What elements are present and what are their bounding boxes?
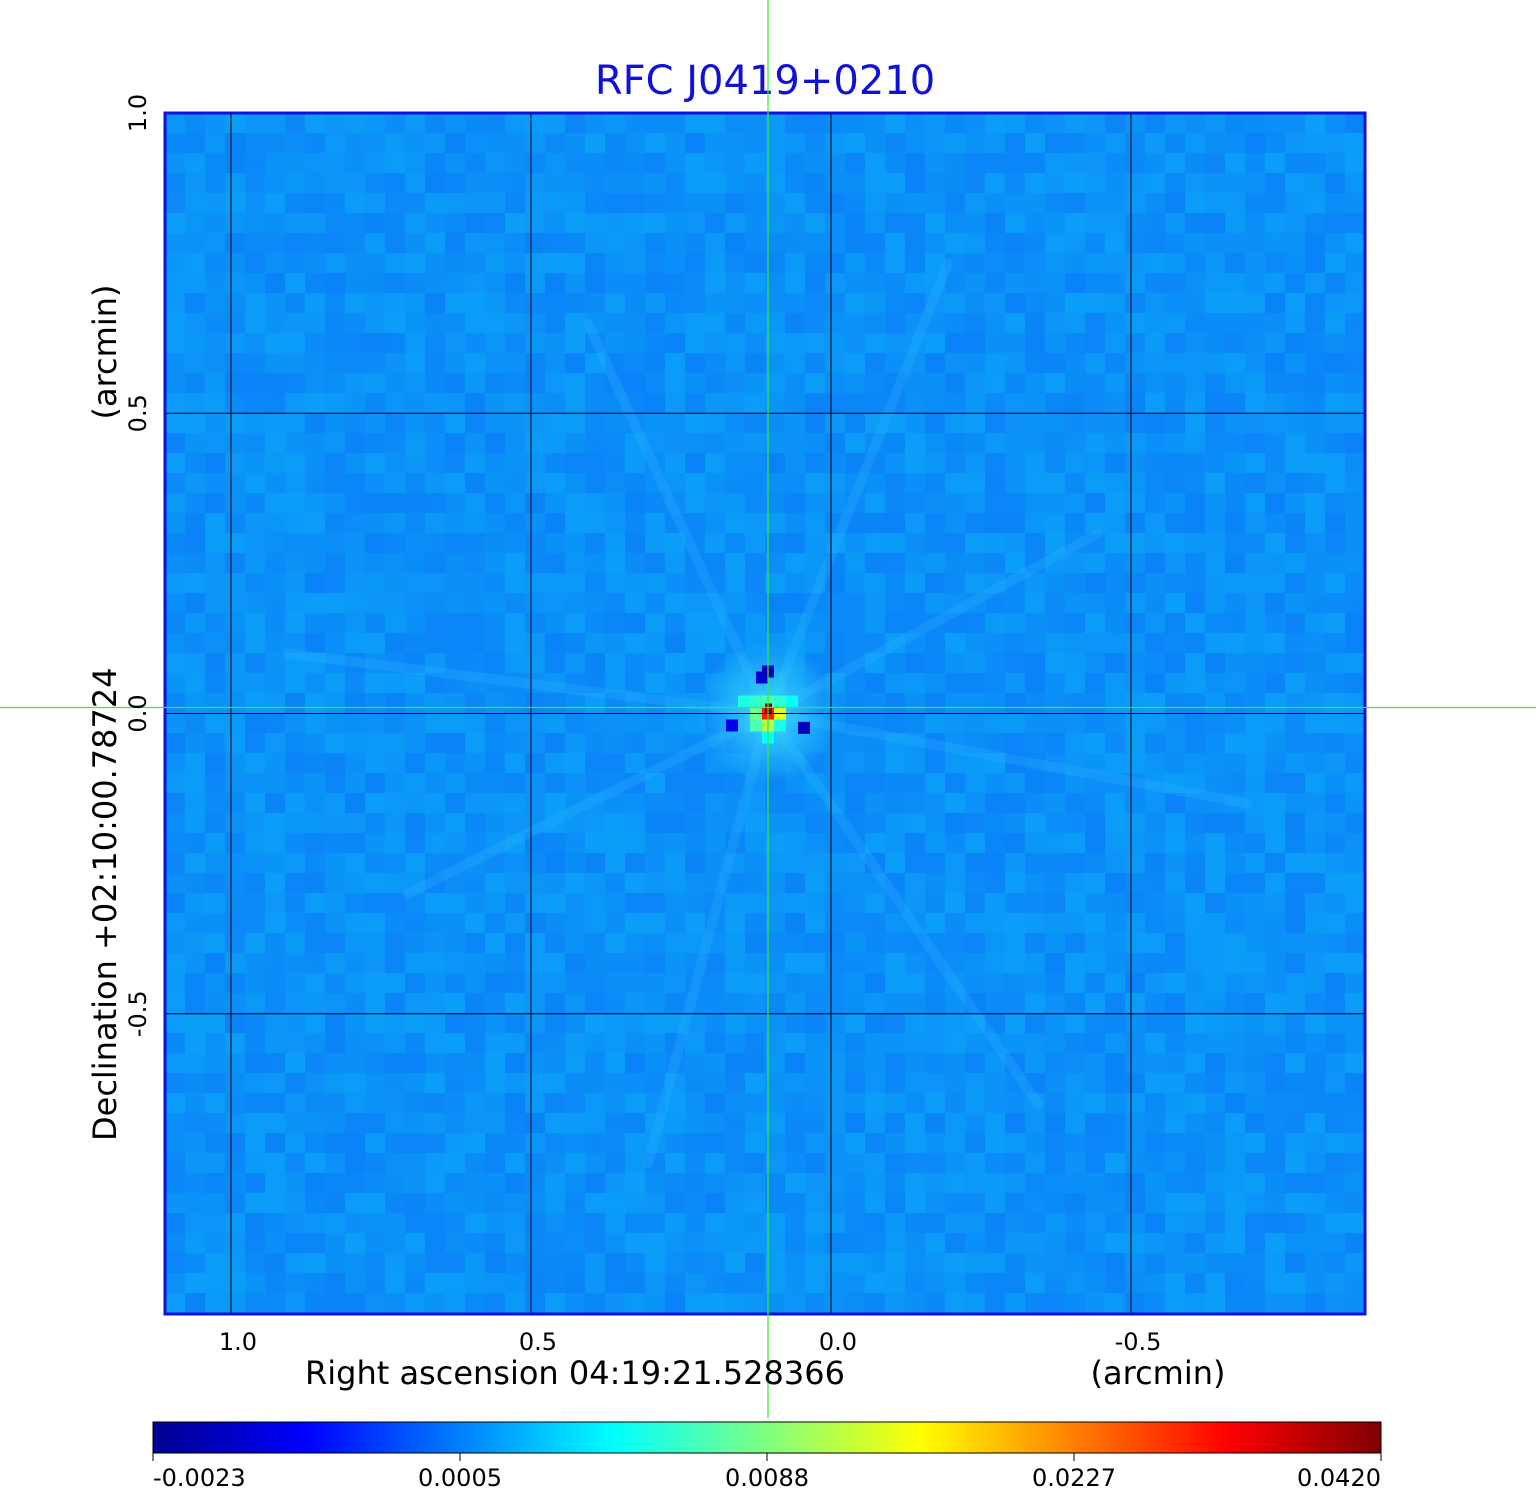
y-axis-tick-labels: 1.0 0.5 0.0 -0.5 [124,94,152,1037]
y-axis-label: Declination +02:10:00.78724 [86,667,124,1141]
chart-title: RFC J0419+0210 [595,58,935,104]
colorbar [152,1421,1382,1454]
x-tick-label: 0.0 [819,1328,857,1356]
image-plot-area[interactable] [165,113,1365,1333]
colorbar-tick-label: 0.0420 [1297,1464,1381,1492]
colorbar-tick-label: -0.0023 [153,1464,246,1492]
x-tick-label: -0.5 [1115,1328,1162,1356]
plot-frame [163,111,1367,1316]
colorbar-tick-label: 0.0227 [1032,1464,1116,1492]
y-tick-label: -0.5 [124,990,152,1037]
y-axis-unit-label: (arcmin) [86,285,124,420]
x-axis-label: Right ascension 04:19:21.528366 [305,1354,845,1392]
x-axis-tick-labels: 1.0 0.5 0.0 -0.5 [219,1328,1162,1356]
crosshair-marker [0,0,1536,1418]
x-tick-label: 1.0 [219,1328,257,1356]
colorbar-tick-label: 0.0088 [725,1464,809,1492]
x-tick-label: 0.5 [519,1328,557,1356]
x-axis-unit-label: (arcmin) [1091,1354,1226,1392]
colorbar-tick-labels: -0.0023 0.0005 0.0088 0.0227 0.0420 [152,1453,1382,1492]
y-tick-label: 0.5 [124,394,152,432]
source-emission [283,258,1253,1169]
y-tick-label: 0.0 [124,694,152,732]
coordinate-grid [165,113,1365,1314]
y-tick-label: 1.0 [124,94,152,132]
colorbar-tick-label: 0.0005 [418,1464,502,1492]
